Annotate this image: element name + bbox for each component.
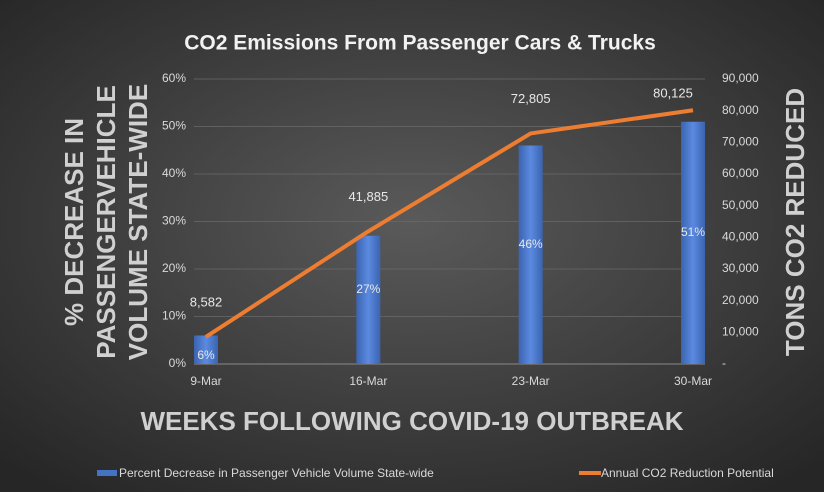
line (204, 108, 694, 339)
legend-swatch (97, 470, 117, 476)
x-tick-label: 9-Mar (190, 374, 221, 388)
bar (356, 235, 381, 364)
y2-axis-title: TONS CO2 REDUCED (780, 88, 810, 356)
y-axis-title: VOLUME STATE-WIDE (123, 84, 153, 360)
line-label: 41,885 (348, 189, 388, 204)
y-tick-label: 20% (162, 261, 186, 275)
y2-tick-label: 70,000 (722, 135, 759, 149)
y-axis-title: PASSENGERVEHICLE (91, 85, 121, 359)
y-axis-title: % DECREASE IN (59, 118, 89, 326)
y2-tick-label: 50,000 (722, 198, 759, 212)
y2-tick-label: 90,000 (722, 71, 759, 85)
line-label: 80,125 (653, 86, 693, 101)
bar (194, 335, 218, 364)
bar (518, 145, 543, 364)
y2-tick-label: 40,000 (722, 230, 759, 244)
x-tick-label: 23-Mar (512, 374, 550, 388)
y2-tick-label: 10,000 (722, 325, 759, 339)
bar-label: 27% (356, 282, 380, 296)
legend-label: Percent Decrease in Passenger Vehicle Vo… (119, 466, 434, 480)
y2-tick-label: 60,000 (722, 166, 759, 180)
y-tick-label: 40% (162, 166, 186, 180)
y-tick-label: 10% (162, 309, 186, 323)
line-label: 72,805 (511, 91, 551, 106)
chart-title: CO2 Emissions From Passenger Cars & Truc… (184, 32, 656, 55)
line-label: 8,582 (190, 294, 223, 309)
y-tick-label: 30% (162, 214, 186, 228)
y-tick-label: 60% (162, 71, 186, 85)
y2-tick-label: - (722, 356, 726, 370)
bar-label: 46% (519, 237, 543, 251)
x-tick-label: 30-Mar (674, 374, 712, 388)
y2-tick-label: 30,000 (722, 261, 759, 275)
y2-tick-label: 20,000 (722, 293, 759, 307)
bar-label: 6% (197, 348, 215, 362)
y2-tick-label: 80,000 (722, 103, 759, 117)
legend-label: Annual CO2 Reduction Potential (601, 466, 774, 480)
x-tick-label: 16-Mar (349, 374, 387, 388)
bar (681, 121, 705, 364)
y-tick-label: 0% (169, 356, 187, 370)
x-axis-title: WEEKS FOLLOWING COVID-19 OUTBREAK (140, 406, 683, 436)
bar-label: 51% (681, 225, 705, 239)
y-tick-label: 50% (162, 119, 186, 133)
